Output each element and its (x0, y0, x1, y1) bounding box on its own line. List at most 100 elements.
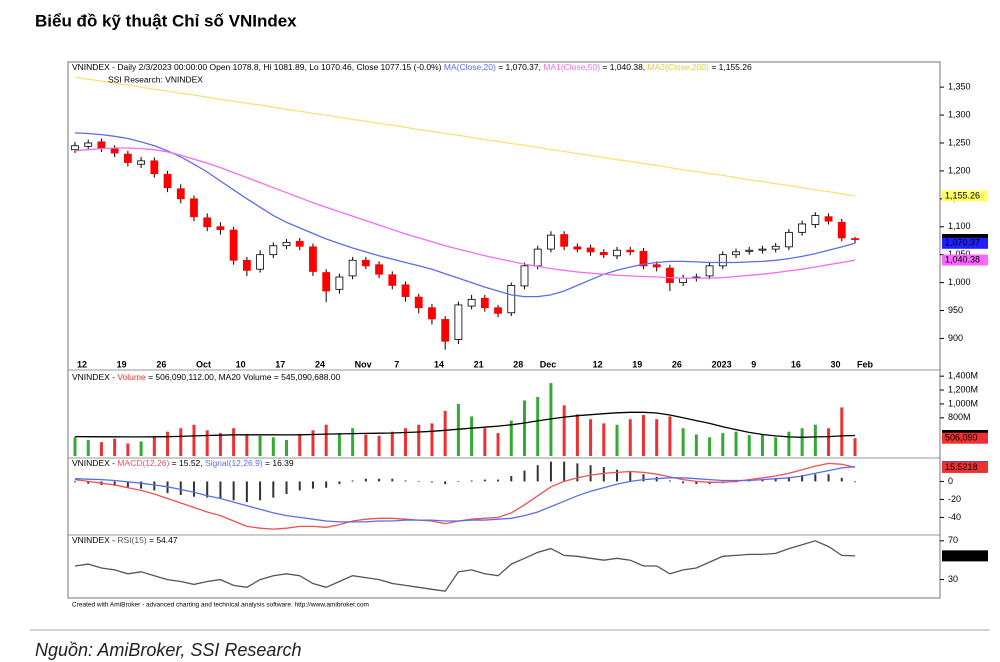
histogram-bar (523, 470, 526, 482)
histogram-bar (404, 480, 407, 482)
volume-bar (734, 431, 738, 456)
value-badge (942, 461, 988, 473)
histogram-bar (774, 478, 777, 482)
volume-bar (641, 415, 645, 456)
volume-bar (271, 437, 275, 456)
candle-body (150, 160, 159, 175)
histogram-bar (576, 463, 579, 482)
volume-bar (430, 423, 434, 456)
candle-body (573, 246, 582, 250)
volume-bar (443, 410, 447, 456)
y-tick-label: 1,200 (948, 165, 971, 175)
volume-bar (139, 441, 143, 456)
histogram-bar (563, 461, 566, 482)
volume-bar (166, 431, 170, 456)
y-tick-label: 1,100 (948, 221, 971, 231)
histogram-bar (497, 479, 500, 482)
y-tick-label: 950 (948, 305, 963, 315)
volume-bar (536, 396, 540, 456)
volume-bar (377, 435, 381, 456)
histogram-bar (338, 481, 341, 485)
candle-body (784, 231, 793, 248)
chart-frame (67, 61, 941, 599)
value-badge-label: 1,070.37 (945, 238, 980, 248)
histogram-bar (232, 481, 235, 501)
x-tick-label: 24 (315, 359, 325, 369)
credit: Created with AmiBroker - advanced charti… (72, 602, 369, 609)
candle-body (837, 221, 846, 239)
candle-body (123, 153, 132, 163)
histogram-bar (457, 481, 460, 483)
candle-body (745, 249, 754, 252)
legend-text: VNINDEX - (72, 372, 117, 382)
candle-body (652, 264, 661, 268)
histogram-bar (285, 481, 288, 495)
volume-bar (522, 400, 526, 456)
y-tick-label: 1,200M (948, 384, 978, 394)
value-badge-label: 1,040.38 (945, 254, 980, 264)
legend-text: = 54.47 (147, 535, 178, 545)
volume-bar (404, 428, 408, 456)
volume-bar (681, 428, 685, 456)
candle-body (401, 284, 410, 297)
y-tick-label: 1,000M (948, 398, 978, 408)
volume-bar (747, 435, 751, 456)
candle-body (798, 223, 807, 233)
volume-bar (258, 435, 262, 456)
value-badge-label: 15.5218 (945, 462, 978, 472)
candle-body (428, 307, 436, 320)
volume-bar (311, 430, 315, 456)
panel-header: VNINDEX - Daily 2/3/2023 00:00:00 Open 1… (72, 62, 752, 72)
candle-body (361, 259, 370, 267)
legend-text: MA(Close,20) (444, 62, 496, 72)
candle-body (480, 297, 489, 309)
histogram-bar (74, 481, 76, 483)
histogram-bar (814, 474, 817, 482)
volume-bar (417, 424, 421, 456)
volume-bar (86, 440, 90, 456)
candle-body (626, 249, 635, 253)
histogram-bar (483, 479, 486, 482)
legend-text: VNINDEX - Daily 2/3/2023 00:00:00 Open 1… (72, 62, 444, 72)
candle-body (176, 188, 185, 200)
candle-body (599, 252, 608, 256)
histogram-bar (430, 481, 433, 483)
histogram-bar (682, 481, 685, 484)
volume-bar (721, 433, 725, 456)
series-line (74, 76, 856, 197)
histogram-bar (192, 481, 195, 497)
y-tick-label: -40 (948, 512, 961, 522)
volume-bar (113, 438, 117, 456)
x-tick-label: 2023 (712, 359, 732, 369)
value-badge (942, 550, 988, 562)
volume-bar (351, 428, 355, 456)
volume-bar (562, 405, 566, 456)
volume-bar (337, 433, 341, 456)
candle-body (454, 304, 463, 340)
histogram-bar (602, 467, 605, 482)
histogram-bar (761, 479, 764, 482)
histogram-bar (510, 476, 513, 482)
candle-body (718, 254, 727, 267)
candle-body (547, 234, 555, 250)
y-tick-label: 900 (948, 333, 963, 343)
legend-text: = 16.39 (263, 458, 294, 468)
legend-text: MA2(Close,200) (648, 62, 710, 72)
candle-body (414, 296, 423, 309)
x-tick-label: 17 (275, 359, 285, 369)
volume-bar (509, 420, 513, 456)
page-title: Biểu đồ kỹ thuật Chỉ số VNIndex (35, 11, 297, 30)
candle-body (851, 238, 859, 240)
histogram-bar (113, 481, 116, 486)
candle-body (295, 240, 304, 247)
histogram-bar (87, 481, 90, 484)
volume-bar (760, 434, 764, 456)
series-line (74, 147, 856, 279)
histogram-bar (298, 481, 301, 491)
volume-bar (840, 407, 844, 456)
legend-text: VNINDEX - (72, 535, 117, 545)
volume-bar (99, 442, 103, 456)
volume-bar (787, 431, 791, 456)
candle-body (375, 264, 383, 275)
